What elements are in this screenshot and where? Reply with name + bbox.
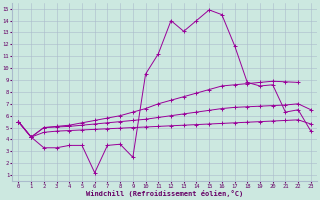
X-axis label: Windchill (Refroidissement éolien,°C): Windchill (Refroidissement éolien,°C) [86, 190, 243, 197]
